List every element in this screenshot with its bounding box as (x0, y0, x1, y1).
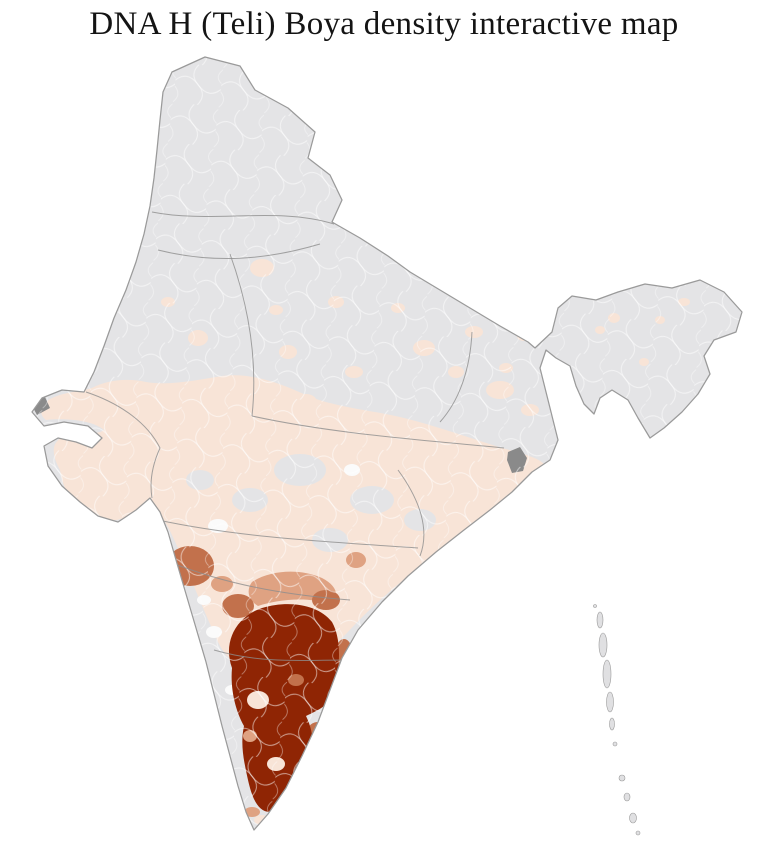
andaman-nicobar-islands[interactable] (593, 604, 641, 836)
state-boundaries (85, 211, 505, 662)
page-title: DNA H (Teli) Boya density interactive ma… (89, 6, 679, 42)
